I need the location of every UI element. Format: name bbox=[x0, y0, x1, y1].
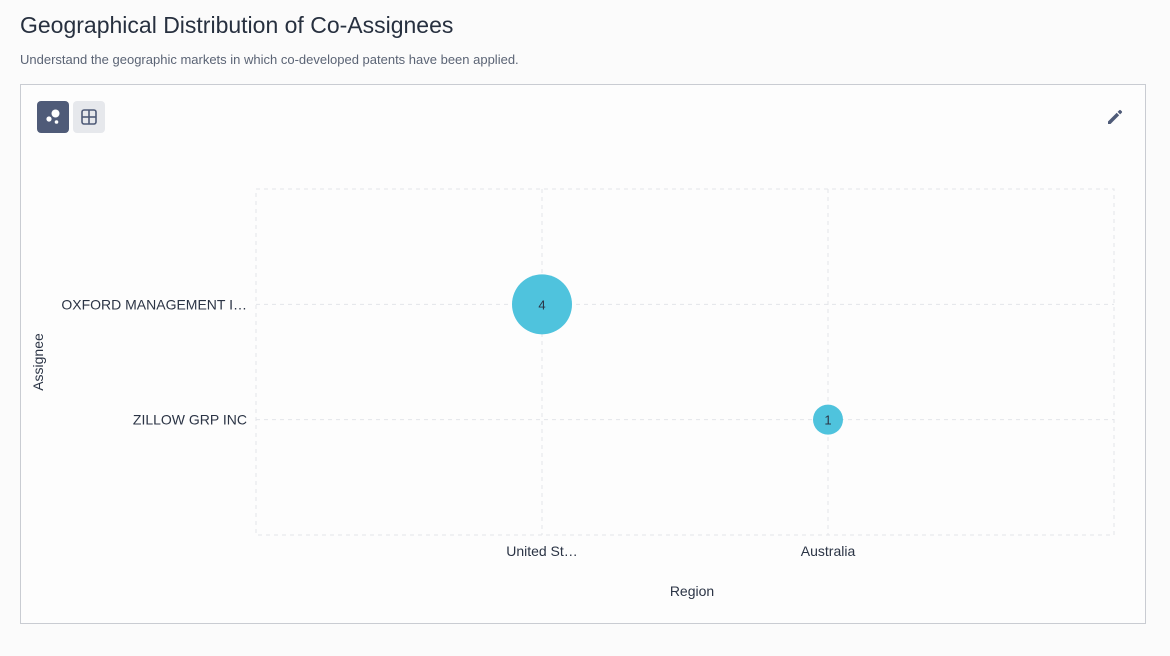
x-tick-label: Australia bbox=[801, 543, 856, 559]
plot-border bbox=[256, 189, 1114, 535]
chart-grid bbox=[256, 189, 1114, 535]
x-tick-label: United St… bbox=[506, 543, 578, 559]
x-axis-title: Region bbox=[670, 583, 714, 599]
bubble-value-label: 1 bbox=[824, 413, 831, 428]
page-subtitle: Understand the geographic markets in whi… bbox=[20, 52, 519, 67]
y-axis-title: Assignee bbox=[30, 333, 46, 391]
bubble-chart: United St… Australia OXFORD MANAGEMENT I… Z… bbox=[21, 85, 1145, 623]
bubble-value-label: 4 bbox=[538, 297, 545, 312]
y-tick-label: OXFORD MANAGEMENT I… bbox=[61, 296, 247, 312]
y-tick-label: ZILLOW GRP INC bbox=[133, 412, 247, 428]
chart-labels: United St… Australia OXFORD MANAGEMENT I… Z… bbox=[30, 296, 855, 599]
chart-card: United St… Australia OXFORD MANAGEMENT I… Z… bbox=[20, 84, 1146, 624]
chart-bubbles bbox=[512, 274, 843, 434]
page-title: Geographical Distribution of Co-Assignee… bbox=[20, 12, 453, 39]
